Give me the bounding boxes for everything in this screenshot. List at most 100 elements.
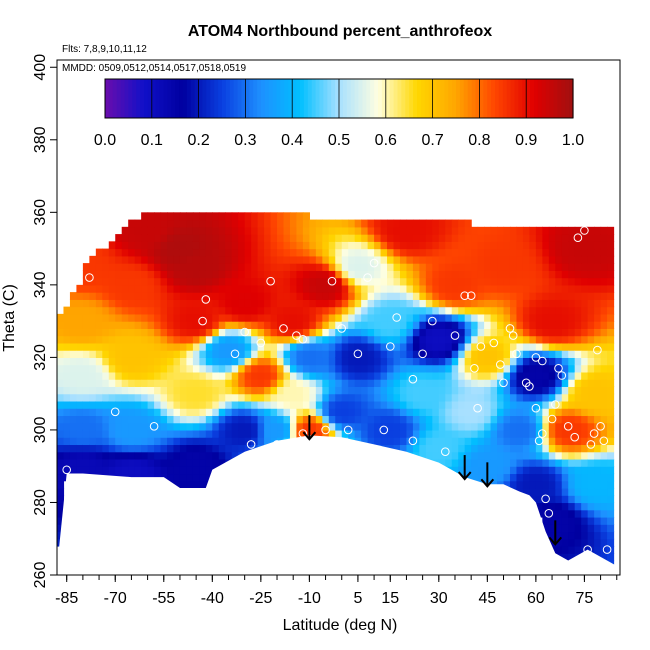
heatmap-cell xyxy=(581,386,589,395)
heatmap-cell xyxy=(173,313,181,322)
heatmap-cell xyxy=(425,306,433,315)
heatmap-cell xyxy=(412,422,420,431)
heatmap-cell xyxy=(555,234,563,242)
heatmap-cell xyxy=(264,437,272,446)
colorbar-swatch xyxy=(366,79,371,118)
heatmap-cell xyxy=(432,350,440,358)
heatmap-cell xyxy=(251,234,259,242)
y-tick-label: 400 xyxy=(32,54,49,81)
heatmap-cell xyxy=(199,393,207,402)
heatmap-cell xyxy=(134,284,142,293)
heatmap-cell xyxy=(218,284,226,293)
heatmap-cell xyxy=(399,321,408,329)
heatmap-cell xyxy=(574,524,582,533)
heatmap-cell xyxy=(490,350,498,358)
heatmap-cell xyxy=(121,408,129,417)
heatmap-cell xyxy=(141,292,149,300)
heatmap-cell xyxy=(451,408,459,417)
heatmap-cell xyxy=(399,277,408,286)
heatmap-cell xyxy=(82,386,90,395)
heatmap-cell xyxy=(328,219,336,228)
heatmap-cell xyxy=(354,234,362,242)
observation-point xyxy=(505,324,515,333)
heatmap-cell xyxy=(231,212,239,221)
heatmap-cell xyxy=(425,357,433,366)
heatmap-cell xyxy=(419,270,427,279)
heatmap-cell xyxy=(568,509,576,518)
heatmap-cell xyxy=(568,429,576,438)
heatmap-cell xyxy=(296,248,304,257)
heatmap-cell xyxy=(115,350,123,358)
heatmap-cell xyxy=(231,241,239,250)
heatmap-cell xyxy=(179,328,188,337)
heatmap-cell xyxy=(244,364,252,373)
heatmap-cell xyxy=(192,364,200,373)
heatmap-cell xyxy=(128,415,136,424)
heatmap-cell xyxy=(484,408,492,417)
heatmap-cell xyxy=(76,306,84,315)
heatmap-cell xyxy=(257,299,265,308)
heatmap-cell xyxy=(270,234,278,242)
heatmap-cell xyxy=(141,437,149,446)
heatmap-cell xyxy=(225,234,233,242)
heatmap-cell xyxy=(141,277,149,286)
heatmap-cell xyxy=(425,328,433,337)
heatmap-cell xyxy=(69,400,78,409)
heatmap-cell xyxy=(516,255,524,264)
heatmap-cell xyxy=(341,241,349,250)
heatmap-cell xyxy=(406,248,414,257)
heatmap-cell xyxy=(412,255,420,264)
heatmap-cell xyxy=(322,357,330,366)
heatmap-cell xyxy=(574,502,582,511)
heatmap-cell xyxy=(432,248,440,257)
heatmap-cell xyxy=(529,408,537,417)
heatmap-cell xyxy=(270,350,278,358)
heatmap-cell xyxy=(380,321,388,329)
heatmap-cell xyxy=(82,379,90,387)
heatmap-cell xyxy=(509,350,518,358)
heatmap-cell xyxy=(607,495,615,504)
heatmap-cell xyxy=(82,451,90,460)
heatmap-cell xyxy=(147,415,155,424)
heatmap-cell xyxy=(257,277,265,286)
heatmap-cell xyxy=(387,226,395,235)
heatmap-cell xyxy=(509,226,518,235)
colorbar-swatch xyxy=(510,79,516,118)
heatmap-cell xyxy=(108,270,116,279)
heatmap-cell xyxy=(76,364,84,373)
heatmap-cell xyxy=(464,473,472,482)
heatmap-cell xyxy=(548,313,556,322)
heatmap-cell xyxy=(322,248,330,257)
heatmap-cell xyxy=(399,400,408,409)
heatmap-cell xyxy=(121,371,129,380)
heatmap-cell xyxy=(160,270,168,279)
heatmap-cell xyxy=(354,321,362,329)
heatmap-cell xyxy=(438,270,446,279)
heatmap-cell xyxy=(503,313,511,322)
heatmap-cell xyxy=(393,335,401,344)
heatmap-cell xyxy=(244,371,252,380)
heatmap-cell xyxy=(89,386,97,395)
heatmap-cell xyxy=(522,321,530,329)
heatmap-cell xyxy=(63,342,71,351)
heatmap-cell xyxy=(315,422,323,431)
heatmap-cell xyxy=(108,342,116,351)
heatmap-cell xyxy=(587,284,595,293)
heatmap-cell xyxy=(186,263,194,271)
observation-point xyxy=(418,349,427,359)
heatmap-cell xyxy=(199,277,207,286)
heatmap-cell xyxy=(225,335,233,344)
heatmap-cell xyxy=(238,263,246,271)
heatmap-cell xyxy=(173,270,181,279)
heatmap-cell xyxy=(561,226,569,235)
heatmap-cell xyxy=(205,415,213,424)
heatmap-cell xyxy=(374,226,382,235)
heatmap-cell xyxy=(231,386,239,395)
heatmap-cell xyxy=(225,386,233,395)
heatmap-cell xyxy=(516,292,524,300)
heatmap-cell xyxy=(374,263,382,271)
heatmap-cell xyxy=(76,313,84,322)
heatmap-cell xyxy=(309,234,317,242)
heatmap-cell xyxy=(419,415,427,424)
heatmap-cell xyxy=(607,255,615,264)
